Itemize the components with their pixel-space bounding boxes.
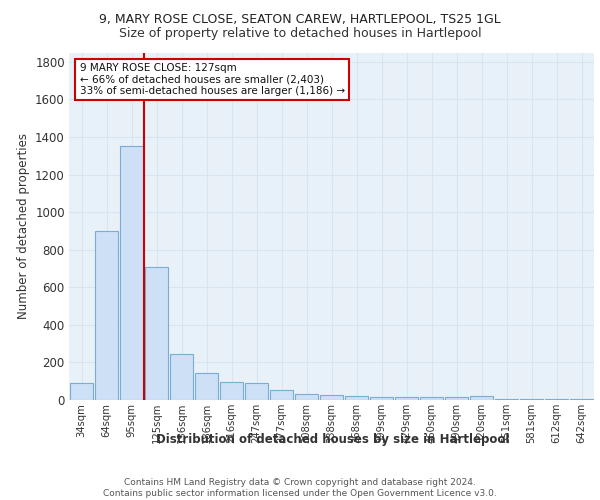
Bar	[295, 394, 318, 400]
Text: 9, MARY ROSE CLOSE, SEATON CAREW, HARTLEPOOL, TS25 1GL: 9, MARY ROSE CLOSE, SEATON CAREW, HARTLE…	[99, 12, 501, 26]
Bar	[195, 373, 218, 400]
Y-axis label: Number of detached properties: Number of detached properties	[17, 133, 29, 320]
Text: Size of property relative to detached houses in Hartlepool: Size of property relative to detached ho…	[119, 28, 481, 40]
Bar	[220, 382, 243, 400]
Bar	[545, 399, 568, 400]
Bar	[445, 397, 468, 400]
Text: Distribution of detached houses by size in Hartlepool: Distribution of detached houses by size …	[157, 432, 509, 446]
Bar	[395, 397, 418, 400]
Bar	[420, 397, 443, 400]
Bar	[320, 396, 343, 400]
Bar	[145, 266, 168, 400]
Bar	[470, 396, 493, 400]
Bar	[370, 397, 393, 400]
Bar	[120, 146, 143, 400]
Bar	[95, 231, 118, 400]
Bar	[520, 399, 543, 400]
Bar	[570, 399, 593, 400]
Bar	[495, 399, 518, 400]
Bar	[345, 396, 368, 400]
Bar	[245, 383, 268, 400]
Bar	[170, 354, 193, 400]
Text: Contains HM Land Registry data © Crown copyright and database right 2024.
Contai: Contains HM Land Registry data © Crown c…	[103, 478, 497, 498]
Text: 9 MARY ROSE CLOSE: 127sqm
← 66% of detached houses are smaller (2,403)
33% of se: 9 MARY ROSE CLOSE: 127sqm ← 66% of detac…	[79, 63, 344, 96]
Bar	[70, 383, 93, 400]
Bar	[270, 390, 293, 400]
